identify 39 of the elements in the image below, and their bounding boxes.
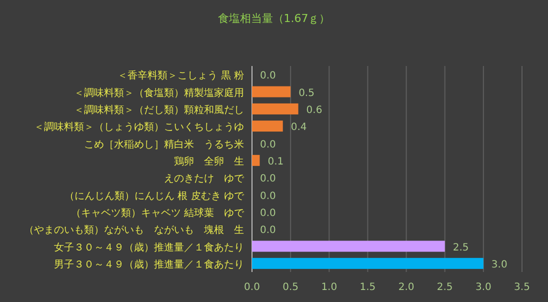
data-label: 3.0 bbox=[491, 259, 508, 270]
y-tick-label: （にんじん類）にんじん 根 皮むき ゆで bbox=[64, 190, 245, 202]
y-tick-label: こめ［水稲めし］精白米 うるち米 bbox=[84, 138, 244, 150]
bar bbox=[252, 103, 298, 114]
y-tick-label: ＜調味料類＞（しょうゆ類）こいくちしょうゆ bbox=[34, 121, 244, 134]
data-label: 0.0 bbox=[260, 139, 276, 150]
y-tick-label: えのきたけ ゆで bbox=[164, 174, 245, 185]
data-label: 2.5 bbox=[452, 242, 469, 254]
data-label: 0.0 bbox=[260, 70, 276, 82]
y-tick-label: 鶏卵 全卵 生 bbox=[174, 155, 244, 168]
y-tick-label: 女子３０～４９（歳）推進量／１食あたり bbox=[54, 241, 244, 254]
bar bbox=[252, 154, 260, 166]
x-tick-label: 3.5 bbox=[514, 282, 530, 293]
x-tick-label: 0.0 bbox=[244, 282, 260, 293]
y-tick-label: ＜調味料類＞（食塩類）精製塩家庭用 bbox=[74, 86, 244, 99]
y-tick-label: ＜香辛料類＞こしょう 黒 粉 bbox=[118, 70, 244, 82]
data-label: 0.4 bbox=[290, 122, 307, 134]
data-label: 0.5 bbox=[298, 88, 314, 99]
bar bbox=[252, 86, 291, 98]
y-tick-label: ＜調味料類＞（だし類）顆粒和風だし bbox=[74, 104, 244, 116]
y-tick-label: （やまのいも類）ながいも ながいも 塊根 生 bbox=[24, 224, 244, 236]
x-tick-label: 3.0 bbox=[475, 282, 492, 293]
y-tick-label: （キャベツ類）キャベツ 結球葉 ゆで bbox=[70, 206, 245, 219]
data-label: 0.0 bbox=[260, 225, 276, 236]
chart-title: 食塩相当量（1.67ｇ） bbox=[218, 12, 330, 25]
bar bbox=[252, 120, 283, 132]
x-tick-label: 2.5 bbox=[436, 282, 453, 293]
data-label: 0.0 bbox=[260, 190, 276, 202]
data-label: 0.0 bbox=[260, 208, 276, 219]
x-tick-label: 2.0 bbox=[398, 282, 414, 293]
data-label: 0.1 bbox=[268, 156, 284, 168]
x-tick-label: 1.0 bbox=[321, 282, 338, 293]
data-label: 0.0 bbox=[260, 174, 276, 185]
x-tick-label: 0.5 bbox=[282, 282, 299, 293]
bar bbox=[252, 258, 484, 269]
x-tick-label: 1.5 bbox=[360, 282, 376, 293]
data-label: 0.6 bbox=[306, 104, 322, 116]
bar bbox=[252, 240, 445, 252]
y-tick-label: 男子３０～４９（歳）推進量／１食あたり bbox=[54, 258, 244, 270]
